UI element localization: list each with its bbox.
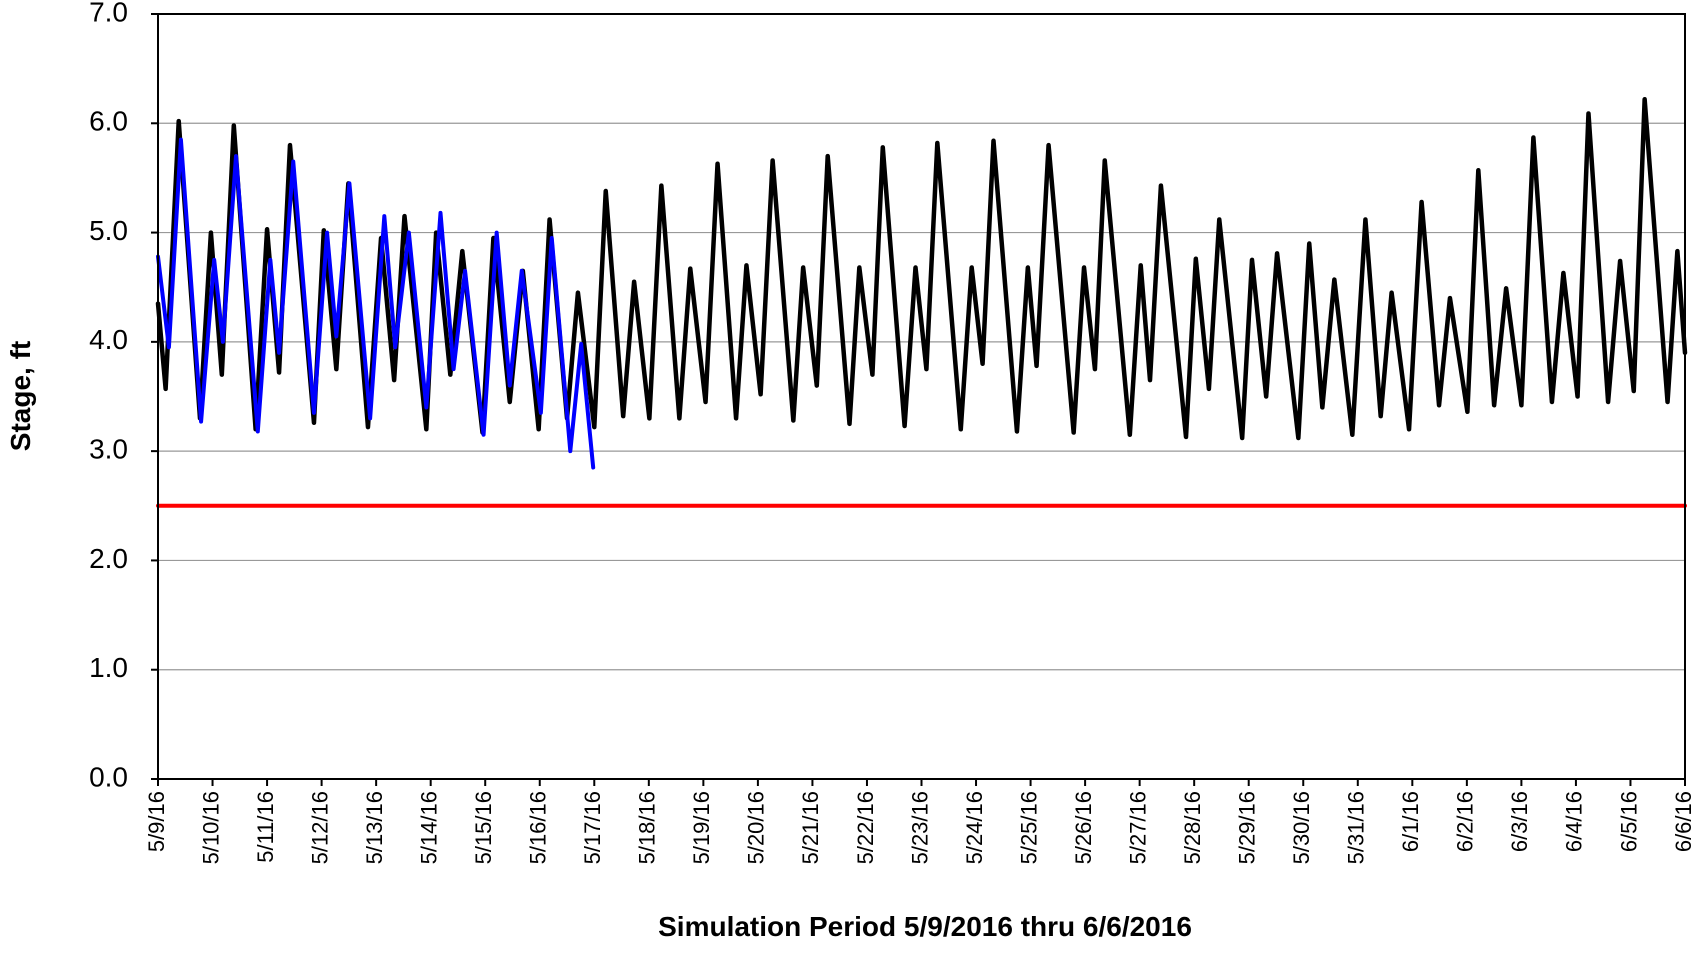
x-tick-label: 5/16/16 xyxy=(526,791,551,864)
x-tick-label: 5/15/16 xyxy=(471,791,496,864)
x-tick-label: 5/26/16 xyxy=(1071,791,1096,864)
x-tick-label: 5/29/16 xyxy=(1235,791,1260,864)
x-tick-label: 6/2/16 xyxy=(1453,791,1478,852)
x-tick-label: 5/13/16 xyxy=(362,791,387,864)
plot-frame xyxy=(157,13,1686,780)
lines xyxy=(155,96,1688,508)
ticks: 0.0 1.0 2.0 3.0 4.0 5.0 6.0 7.0 5/9/16 5/10/16 5/1… xyxy=(89,0,1696,864)
y-tick-label: 2.0 xyxy=(89,543,128,574)
x-tick-label: 6/6/16 xyxy=(1671,791,1696,852)
x-tick-label: 5/19/16 xyxy=(689,791,714,864)
y-tick-label: 3.0 xyxy=(89,434,128,465)
x-tick-label: 6/4/16 xyxy=(1562,791,1587,852)
grid xyxy=(158,13,1685,780)
x-tick-label: 5/22/16 xyxy=(853,791,878,864)
x-tick-label: 5/24/16 xyxy=(962,791,987,864)
y-tick-label: 6.0 xyxy=(89,106,128,137)
x-tick-label: 5/12/16 xyxy=(307,791,332,864)
y-tick-label: 7.0 xyxy=(89,0,128,27)
y-tick-label: 1.0 xyxy=(89,652,128,683)
y-tick-label: 4.0 xyxy=(89,324,128,355)
y-axis-title: Stage, ft xyxy=(5,341,36,451)
x-tick-label: 6/5/16 xyxy=(1616,791,1641,852)
y-tick-label: 5.0 xyxy=(89,215,128,246)
x-tick-label: 5/30/16 xyxy=(1289,791,1314,864)
x-tick-label: 5/17/16 xyxy=(580,791,605,864)
x-tick-label: 5/21/16 xyxy=(798,791,823,864)
x-tick-label: 5/23/16 xyxy=(907,791,932,864)
x-tick-label: 5/10/16 xyxy=(198,791,223,864)
x-tick-label: 5/9/16 xyxy=(144,791,169,852)
series-line xyxy=(156,137,596,470)
x-tick-label: 5/27/16 xyxy=(1125,791,1150,864)
x-tick-label: 5/20/16 xyxy=(744,791,769,864)
x-tick-label: 5/14/16 xyxy=(416,791,441,864)
x-tick-label: 5/28/16 xyxy=(1180,791,1205,864)
x-tick-label: 6/3/16 xyxy=(1507,791,1532,852)
x-axis-title: Simulation Period 5/9/2016 thru 6/6/2016 xyxy=(658,911,1192,942)
x-tick-label: 5/11/16 xyxy=(253,791,278,863)
x-tick-label: 5/25/16 xyxy=(1016,791,1041,864)
x-tick-label: 5/18/16 xyxy=(635,791,660,864)
y-tick-label: 0.0 xyxy=(89,761,128,792)
x-tick-label: 5/31/16 xyxy=(1344,791,1369,864)
x-tick-label: 6/1/16 xyxy=(1398,791,1423,852)
